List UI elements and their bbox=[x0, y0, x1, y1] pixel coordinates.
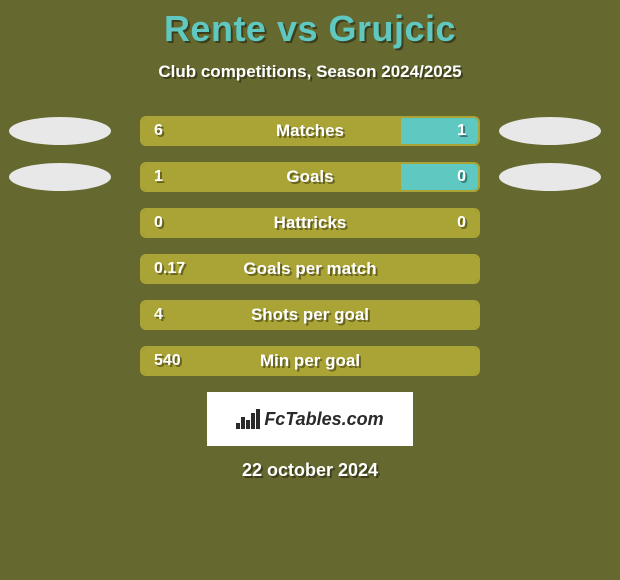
stat-bar-left bbox=[142, 302, 478, 328]
stat-row: Shots per goal4 bbox=[0, 300, 620, 330]
player-right-marker bbox=[499, 163, 601, 191]
stat-bar: Shots per goal4 bbox=[140, 300, 480, 330]
player-left-marker bbox=[9, 163, 111, 191]
stat-row: Hattricks00 bbox=[0, 208, 620, 238]
stat-row: Matches61 bbox=[0, 116, 620, 146]
stat-bar: Matches61 bbox=[140, 116, 480, 146]
logo-box: FcTables.com bbox=[207, 392, 413, 446]
stat-bar-right bbox=[401, 118, 478, 144]
page-title: Rente vs Grujcic bbox=[0, 0, 620, 50]
stat-bar-left bbox=[142, 118, 401, 144]
fctables-logo: FcTables.com bbox=[236, 409, 383, 430]
stat-bar-left bbox=[142, 348, 478, 374]
player-left-marker bbox=[9, 117, 111, 145]
stat-row: Min per goal540 bbox=[0, 346, 620, 376]
stat-bar: Goals10 bbox=[140, 162, 480, 192]
subtitle: Club competitions, Season 2024/2025 bbox=[0, 62, 620, 82]
date: 22 october 2024 bbox=[0, 460, 620, 481]
logo-text: FcTables.com bbox=[264, 409, 383, 430]
stat-bar-right bbox=[401, 164, 478, 190]
stat-bar: Goals per match0.17 bbox=[140, 254, 480, 284]
stat-bar: Min per goal540 bbox=[140, 346, 480, 376]
player-right-marker bbox=[499, 117, 601, 145]
comparison-chart: Matches61 Goals10 Hattricks00 Goals per mat… bbox=[0, 116, 620, 376]
stat-bar-left bbox=[142, 164, 401, 190]
stat-row: Goals per match0.17 bbox=[0, 254, 620, 284]
stat-bar-left bbox=[142, 256, 478, 282]
bar-chart-icon bbox=[236, 409, 260, 429]
stat-row: Goals10 bbox=[0, 162, 620, 192]
stat-bar-left bbox=[142, 210, 478, 236]
stat-bar: Hattricks00 bbox=[140, 208, 480, 238]
